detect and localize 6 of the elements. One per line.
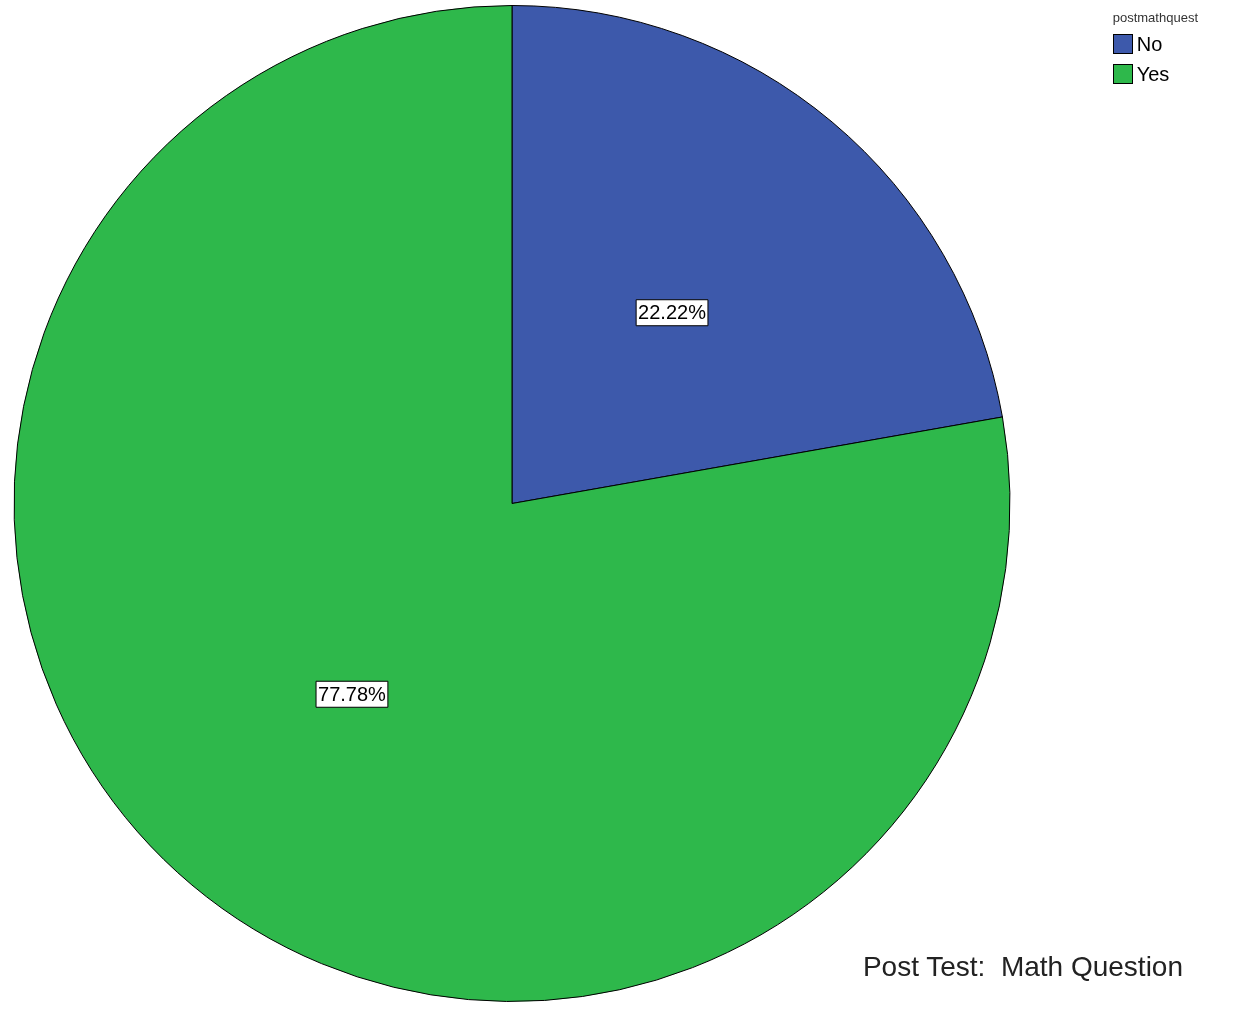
text: Post Test: Math Question — [862, 951, 1183, 983]
legend-label: Yes — [1136, 62, 1170, 86]
data-label: 22.22% — [638, 301, 707, 324]
legend-label: No — [1136, 32, 1163, 56]
data-label: 77.78% — [318, 682, 387, 705]
legend-title: postmathquest — [1112, 10, 1198, 25]
